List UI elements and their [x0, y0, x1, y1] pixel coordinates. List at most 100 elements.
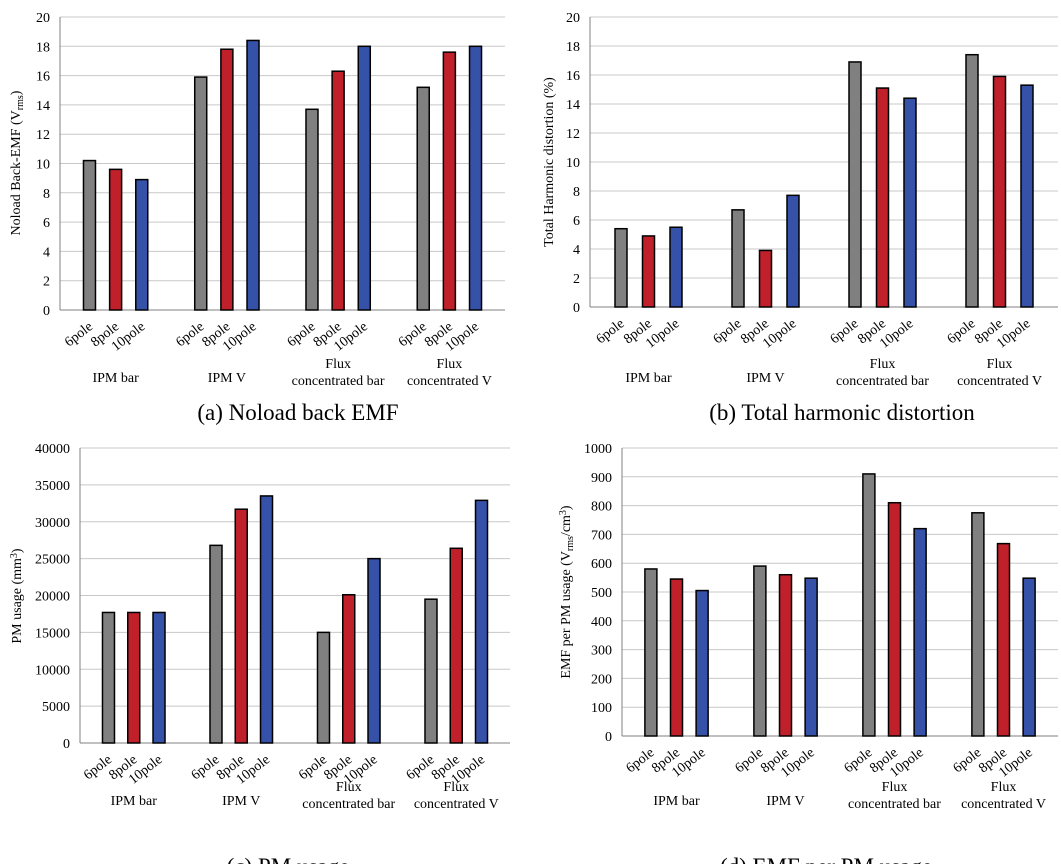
bar-6pole [862, 473, 876, 737]
x-subcategory-label: 6pole [951, 745, 985, 776]
bar-6pole [753, 565, 767, 737]
x-category-label: concentrated V [961, 797, 1046, 812]
y-tick-label: 18 [566, 40, 580, 55]
bar-6pole [416, 86, 430, 311]
x-subcategory-label: 6pole [396, 319, 430, 350]
bar-10pole [804, 577, 818, 737]
y-tick-label: 500 [591, 586, 612, 601]
y-axis-title: Noload Back-EMF (Vrms) [9, 90, 26, 235]
y-tick-label: 16 [36, 70, 50, 85]
bar-6pole [101, 611, 116, 744]
chart-caption: (d) EMF per PM usage [720, 854, 932, 864]
bar-10pole [1022, 577, 1036, 737]
bar-6pole [965, 53, 979, 308]
x-category-label: IPM bar [92, 371, 139, 386]
bar-10pole [786, 194, 800, 308]
y-tick-label: 20 [36, 11, 50, 26]
x-category-label: IPM V [766, 794, 804, 809]
x-category-label: Flux [437, 357, 463, 372]
y-axis-title: Total Harmonic distortion (%) [542, 77, 557, 247]
y-tick-label: 4 [43, 245, 50, 260]
x-subcategory-label: 6pole [62, 319, 96, 350]
y-tick-label: 2 [573, 272, 580, 287]
y-tick-label: 20000 [35, 590, 70, 605]
bar-6pole [614, 227, 628, 308]
chart-caption: (b) Total harmonic distortion [709, 400, 975, 425]
x-category-label: concentrated bar [848, 797, 941, 812]
x-category-label: concentrated bar [836, 374, 929, 389]
bar-6pole [731, 209, 745, 308]
bar-8pole [992, 75, 1007, 308]
chart-c: 0 5000 10000 15000 20000 25000 30000 35000 40000… [9, 442, 510, 864]
bar-6pole [193, 76, 208, 311]
x-category-label: Flux [870, 357, 896, 372]
bar-8pole [442, 51, 457, 311]
y-tick-label: 16 [566, 69, 580, 84]
bar-8pole [220, 48, 234, 311]
x-subcategory-label: 6pole [711, 316, 745, 347]
x-category-label: Flux [336, 780, 362, 795]
y-tick-label: 10000 [35, 663, 70, 678]
bar-10pole [695, 589, 709, 737]
x-category-label: IPM bar [625, 371, 672, 386]
bar-8pole [342, 594, 356, 744]
bar-6pole [316, 631, 331, 744]
bar-10pole [152, 611, 166, 744]
y-tick-label: 8 [43, 187, 50, 202]
bar-10pole [1020, 84, 1034, 308]
bar-10pole [913, 527, 927, 737]
bar-10pole [669, 226, 683, 308]
bar-6pole [424, 598, 438, 744]
x-category-label: Flux [987, 357, 1013, 372]
bar-8pole [887, 501, 902, 737]
x-subcategory-label: 6pole [828, 316, 862, 347]
bar-6pole [305, 108, 319, 311]
y-tick-label: 100 [591, 701, 612, 716]
y-tick-label: 0 [43, 304, 50, 319]
chart-caption: (a) Noload back EMF [197, 400, 398, 425]
bar-6pole [82, 159, 97, 311]
bar-10pole [474, 499, 489, 744]
bar-6pole [209, 544, 223, 744]
bar-10pole [135, 178, 149, 311]
y-tick-label: 900 [591, 471, 612, 486]
y-axis-title: PM usage (mm3) [9, 548, 25, 644]
y-tick-label: 6 [573, 214, 580, 229]
y-tick-label: 300 [591, 644, 612, 659]
y-tick-label: 5000 [42, 700, 70, 715]
x-category-label: IPM bar [111, 794, 158, 809]
x-category-label: IPM V [746, 371, 784, 386]
x-subcategory-label: 6pole [945, 316, 979, 347]
x-category-label: IPM V [222, 794, 260, 809]
x-subcategory-label: 6pole [733, 745, 767, 776]
bar-10pole [367, 557, 381, 744]
bar-10pole [357, 45, 372, 311]
x-subcategory-label: 6pole [624, 745, 658, 776]
y-tick-label: 2 [43, 275, 50, 290]
bar-8pole [127, 611, 141, 744]
bar-8pole [449, 547, 463, 744]
y-tick-label: 15000 [35, 626, 70, 641]
x-category-label: IPM V [208, 371, 246, 386]
x-category-label: concentrated bar [302, 797, 395, 812]
x-subcategory-label: 6pole [842, 745, 876, 776]
y-tick-label: 14 [566, 98, 580, 113]
y-tick-label: 30000 [35, 516, 70, 531]
x-subcategory-label: 6pole [594, 316, 628, 347]
y-tick-label: 12 [566, 127, 580, 142]
y-tick-label: 800 [591, 500, 612, 515]
y-tick-label: 10 [566, 156, 580, 171]
x-category-label: concentrated V [407, 374, 492, 389]
x-category-label: Flux [443, 780, 469, 795]
y-tick-label: 0 [573, 301, 580, 316]
y-tick-label: 25000 [35, 553, 70, 568]
x-category-label: Flux [882, 780, 908, 795]
bar-10pole [903, 97, 917, 308]
bar-8pole [996, 542, 1011, 737]
x-category-label: IPM bar [653, 794, 700, 809]
x-subcategory-label: 6pole [173, 319, 207, 350]
y-axis-title: EMF per PM usage (Vrms/cm3) [558, 505, 576, 679]
